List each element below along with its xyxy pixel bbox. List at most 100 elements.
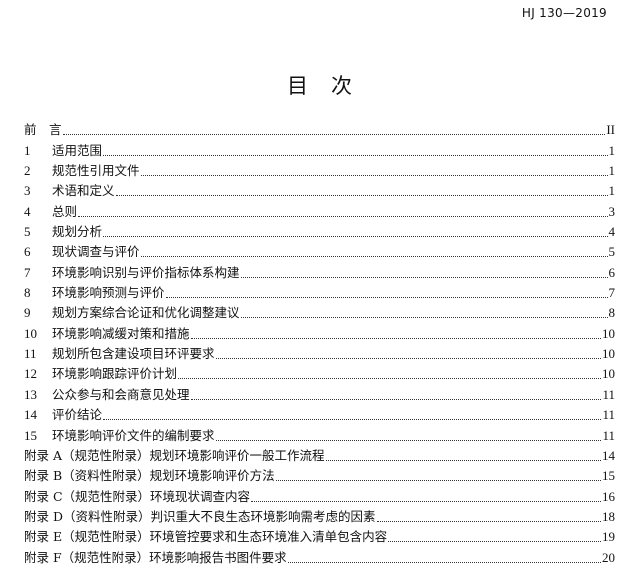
toc-entry-label: 附录 A（规范性附录）规划环境影响评价一般工作流程 xyxy=(24,447,325,463)
page-title: 目 次 xyxy=(287,74,353,98)
toc-entry-page: 11 xyxy=(602,386,615,402)
toc-entry-label: 附录 B（资料性附录）规划环境影响评价方法 xyxy=(24,468,275,484)
toc-entry[interactable]: 附录 C（规范性附录）环境现状调查内容 16 xyxy=(24,486,615,506)
toc-entry[interactable]: 附录 B（资料性附录）规划环境影响评价方法 15 xyxy=(24,466,615,486)
leader-dots xyxy=(190,337,601,339)
toc-entry[interactable]: 11 规划所包含建设项目环评要求 10 xyxy=(24,344,615,364)
toc-entry[interactable]: 6 现状调查与评价 5 xyxy=(24,242,615,262)
toc-entry-label: 环境影响识别与评价指标体系构建 xyxy=(52,264,240,280)
leader-dots xyxy=(103,154,608,156)
toc-entry-page: 14 xyxy=(602,447,615,463)
toc-entry-page: 5 xyxy=(608,244,616,260)
toc-entry-page: 15 xyxy=(602,468,615,484)
leader-dots xyxy=(240,276,608,278)
leader-dots xyxy=(275,480,601,482)
toc-entry[interactable]: 12 环境影响跟踪评价计划 10 xyxy=(24,364,615,384)
toc-entry-label: 公众参与和会商意见处理 xyxy=(52,386,190,402)
toc-entry-label: 总则 xyxy=(52,203,78,219)
toc-entry[interactable]: 前 言 II xyxy=(24,120,615,140)
toc-entry-page: 4 xyxy=(608,224,616,240)
leader-dots xyxy=(140,256,608,258)
toc-entry-page: 1 xyxy=(608,142,616,158)
toc-entry-label: 规范性引用文件 xyxy=(52,163,140,179)
leader-dots xyxy=(103,419,602,421)
toc-entry-label: 前 言 xyxy=(24,122,62,138)
toc-entry-page: 6 xyxy=(608,264,616,280)
toc-entry[interactable]: 8 环境影响预测与评价 7 xyxy=(24,283,615,303)
toc-entry[interactable]: 附录 D（资料性附录）判识重大不良生态环境影响需考虑的因素 18 xyxy=(24,507,615,527)
toc-entry-page: 7 xyxy=(608,285,616,301)
standard-code-header: HJ 130—2019 xyxy=(521,6,607,20)
leader-dots xyxy=(215,439,602,441)
leader-dots xyxy=(251,500,601,502)
toc-entry-page: 19 xyxy=(602,529,615,545)
toc-entry-number: 13 xyxy=(24,386,37,402)
toc-entry[interactable]: 14 评价结论 11 xyxy=(24,405,615,425)
toc-entry-number: 9 xyxy=(24,305,31,321)
toc-entry-label: 附录 F（规范性附录）环境影响报告书图件要求 xyxy=(24,549,287,565)
toc-entry-label: 评价结论 xyxy=(52,407,103,423)
toc-entry-number: 1 xyxy=(24,142,31,158)
toc-entry-label: 规划所包含建设项目环评要求 xyxy=(52,346,215,362)
toc-entry[interactable]: 9 规划方案综合论证和优化调整建议 8 xyxy=(24,303,615,323)
toc-entry-page: II xyxy=(606,122,615,138)
toc-entry-page: 1 xyxy=(608,163,616,179)
toc-entry-label: 附录 C（规范性附录）环境现状调查内容 xyxy=(24,488,251,504)
toc-entry-number: 4 xyxy=(24,203,31,219)
toc-entry[interactable]: 附录 A（规范性附录）规划环境影响评价一般工作流程 14 xyxy=(24,446,615,466)
toc-entry-number: 11 xyxy=(24,346,37,362)
toc-entry-label: 适用范围 xyxy=(52,142,103,158)
leader-dots xyxy=(240,317,608,319)
toc-entry-label: 附录 E（规范性附录）环境管控要求和生态环境准入清单包含内容 xyxy=(24,529,388,545)
toc-entry-label: 规划方案综合论证和优化调整建议 xyxy=(52,305,240,321)
toc-entry-label: 术语和定义 xyxy=(52,183,115,199)
leader-dots xyxy=(388,541,601,543)
toc-entry[interactable]: 1 适用范围 1 xyxy=(24,140,615,160)
toc-entry[interactable]: 附录 E（规范性附录）环境管控要求和生态环境准入清单包含内容 19 xyxy=(24,527,615,547)
toc-entry-page: 11 xyxy=(602,407,615,423)
toc-entry-page: 20 xyxy=(602,549,615,565)
toc-entry[interactable]: 10 环境影响减缓对策和措施 10 xyxy=(24,323,615,343)
toc-entry-label: 环境影响预测与评价 xyxy=(52,285,165,301)
toc-entry[interactable]: 附录 F（规范性附录）环境影响报告书图件要求 20 xyxy=(24,547,615,567)
toc-entry-number: 12 xyxy=(24,366,37,382)
leader-dots xyxy=(215,358,601,360)
toc-entry[interactable]: 7 环境影响识别与评价指标体系构建 6 xyxy=(24,262,615,282)
toc-entry-number: 15 xyxy=(24,427,37,443)
toc-entry-label: 环境影响评价文件的编制要求 xyxy=(52,427,215,443)
toc-entry-page: 3 xyxy=(608,203,616,219)
toc-entry-number: 14 xyxy=(24,407,37,423)
toc-entry[interactable]: 2 规范性引用文件 1 xyxy=(24,161,615,181)
toc-entry-page: 10 xyxy=(602,325,615,341)
toc-entry-number: 2 xyxy=(24,163,31,179)
leader-dots xyxy=(115,195,608,197)
leader-dots xyxy=(140,175,608,177)
toc-entry-page: 16 xyxy=(602,488,615,504)
toc-entry-page: 18 xyxy=(602,508,615,524)
leader-dots xyxy=(287,561,601,563)
toc-entry-label: 附录 D（资料性附录）判识重大不良生态环境影响需考虑的因素 xyxy=(24,508,376,524)
toc-entry-number: 8 xyxy=(24,285,31,301)
toc-entry-number: 6 xyxy=(24,244,31,260)
toc-entry-label: 环境影响跟踪评价计划 xyxy=(52,366,178,382)
leader-dots xyxy=(103,236,608,238)
leader-dots xyxy=(190,398,602,400)
leader-dots xyxy=(62,134,606,136)
toc-entry-page: 10 xyxy=(602,346,615,362)
toc-entry-page: 8 xyxy=(608,305,616,321)
toc-entry-page: 1 xyxy=(608,183,616,199)
toc-entry[interactable]: 4 总则 3 xyxy=(24,201,615,221)
toc-entry-label: 规划分析 xyxy=(52,224,103,240)
toc-entry[interactable]: 13 公众参与和会商意见处理 11 xyxy=(24,384,615,404)
leader-dots xyxy=(325,459,601,461)
table-of-contents: 前 言 II 1 适用范围 1 2 规范性引用文件 1 3 术语和定义 1 4 总则 3 5 规划分析 4 6 现状… xyxy=(24,120,615,568)
toc-entry-page: 11 xyxy=(602,427,615,443)
toc-entry-number: 7 xyxy=(24,264,31,280)
toc-entry[interactable]: 15 环境影响评价文件的编制要求 11 xyxy=(24,425,615,445)
leader-dots xyxy=(165,297,608,299)
leader-dots xyxy=(376,520,601,522)
toc-entry-label: 环境影响减缓对策和措施 xyxy=(52,325,190,341)
toc-entry[interactable]: 3 术语和定义 1 xyxy=(24,181,615,201)
toc-entry[interactable]: 5 规划分析 4 xyxy=(24,222,615,242)
leader-dots xyxy=(178,378,601,380)
